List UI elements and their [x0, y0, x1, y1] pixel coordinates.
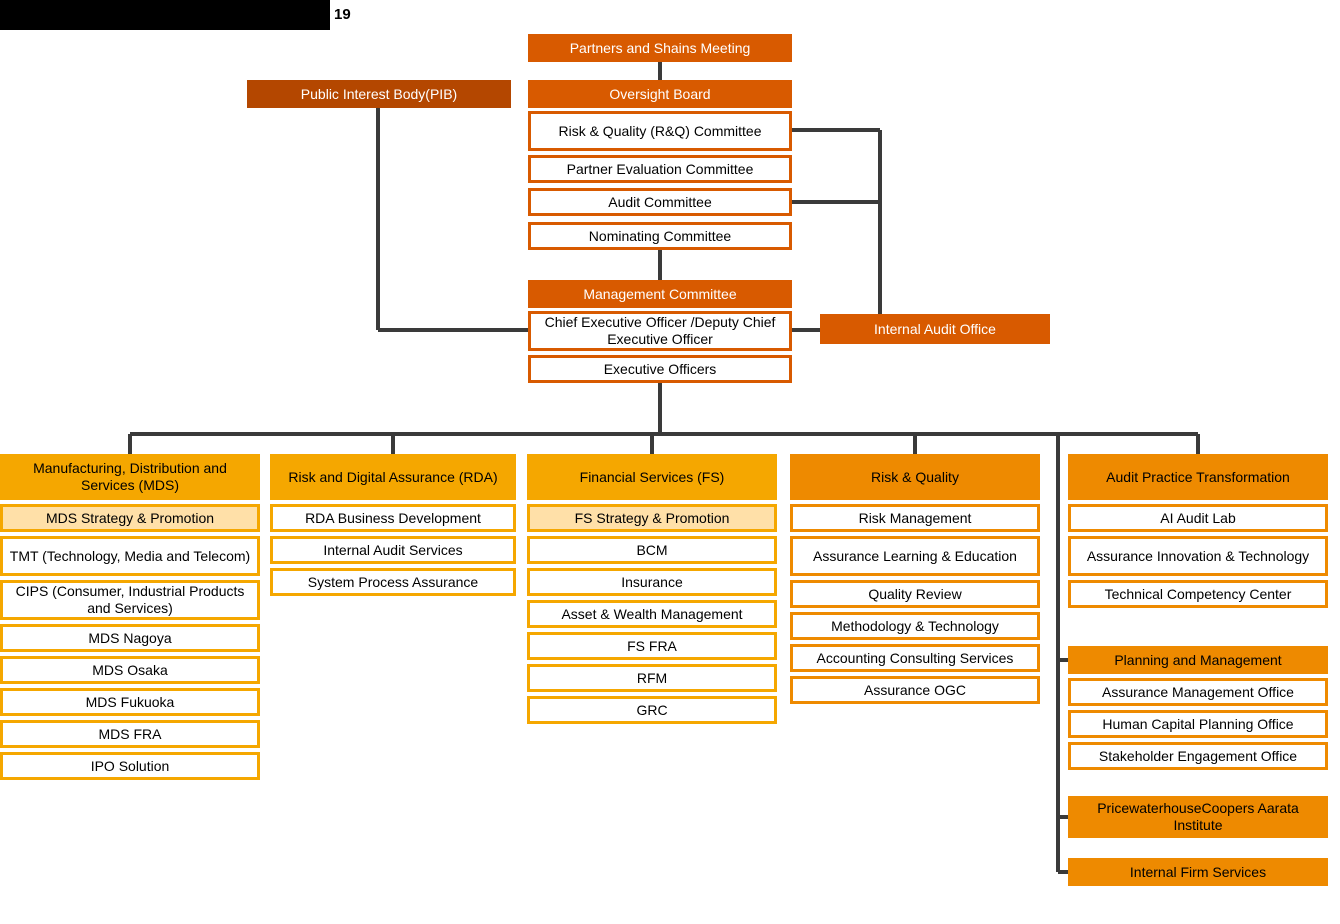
node-oversight_board: Oversight Board: [528, 80, 792, 108]
col-fs-item-5: RFM: [527, 664, 777, 692]
col-header-rq: Risk & Quality: [790, 454, 1040, 500]
col-apt-item-2: Technical Competency Center: [1068, 580, 1328, 608]
col-rq-item-3: Methodology & Technology: [790, 612, 1040, 640]
col-rda-item-1: Internal Audit Services: [270, 536, 516, 564]
col-apt-item-1: Assurance Innovation & Technology: [1068, 536, 1328, 576]
col-header-mds: Manufacturing, Distribution and Services…: [0, 454, 260, 500]
node-audit_committee: Audit Committee: [528, 188, 792, 216]
col-pm-item-2: Stakeholder Engagement Office: [1068, 742, 1328, 770]
node-internal_audit_office: Internal Audit Office: [820, 314, 1050, 344]
node-nominating: Nominating Committee: [528, 222, 792, 250]
col-header-fs: Financial Services (FS): [527, 454, 777, 500]
col-apt-item-0: AI Audit Lab: [1068, 504, 1328, 532]
node-ceo: Chief Executive Officer /Deputy Chief Ex…: [528, 311, 792, 351]
col-mds-item-3: MDS Nagoya: [0, 624, 260, 652]
col-rq-item-4: Accounting Consulting Services: [790, 644, 1040, 672]
redaction-bar: [0, 0, 330, 30]
col-mds-item-7: IPO Solution: [0, 752, 260, 780]
col-mds-item-0: MDS Strategy & Promotion: [0, 504, 260, 532]
col-fs-item-0: FS Strategy & Promotion: [527, 504, 777, 532]
col-mds-item-1: TMT (Technology, Media and Telecom): [0, 536, 260, 576]
col-header-rda: Risk and Digital Assurance (RDA): [270, 454, 516, 500]
col-rq-item-0: Risk Management: [790, 504, 1040, 532]
col-rda-item-0: RDA Business Development: [270, 504, 516, 532]
node-partner_eval: Partner Evaluation Committee: [528, 155, 792, 183]
col-fs-item-1: BCM: [527, 536, 777, 564]
col-header-apt: Audit Practice Transformation: [1068, 454, 1328, 500]
col-fs-item-6: GRC: [527, 696, 777, 724]
col-mds-item-5: MDS Fukuoka: [0, 688, 260, 716]
col-header-institute: PricewaterhouseCoopers Aarata Institute: [1068, 796, 1328, 838]
col-rq-item-2: Quality Review: [790, 580, 1040, 608]
col-rq-item-5: Assurance OGC: [790, 676, 1040, 704]
node-partners_meeting: Partners and Shains Meeting: [528, 34, 792, 62]
col-mds-item-6: MDS FRA: [0, 720, 260, 748]
col-header-pm: Planning and Management: [1068, 646, 1328, 674]
col-rda-item-2: System Process Assurance: [270, 568, 516, 596]
col-fs-item-3: Asset & Wealth Management: [527, 600, 777, 628]
col-fs-item-2: Insurance: [527, 568, 777, 596]
col-fs-item-4: FS FRA: [527, 632, 777, 660]
node-exec_officers: Executive Officers: [528, 355, 792, 383]
node-mgmt_committee: Management Committee: [528, 280, 792, 308]
col-rq-item-1: Assurance Learning & Education: [790, 536, 1040, 576]
top-text-suffix: 19: [330, 4, 360, 26]
node-pib: Public Interest Body(PIB): [247, 80, 511, 108]
col-header-ifs: Internal Firm Services: [1068, 858, 1328, 886]
col-mds-item-2: CIPS (Consumer, Industrial Products and …: [0, 580, 260, 620]
col-pm-item-1: Human Capital Planning Office: [1068, 710, 1328, 738]
node-rq_committee: Risk & Quality (R&Q) Committee: [528, 111, 792, 151]
col-mds-item-4: MDS Osaka: [0, 656, 260, 684]
col-pm-item-0: Assurance Management Office: [1068, 678, 1328, 706]
